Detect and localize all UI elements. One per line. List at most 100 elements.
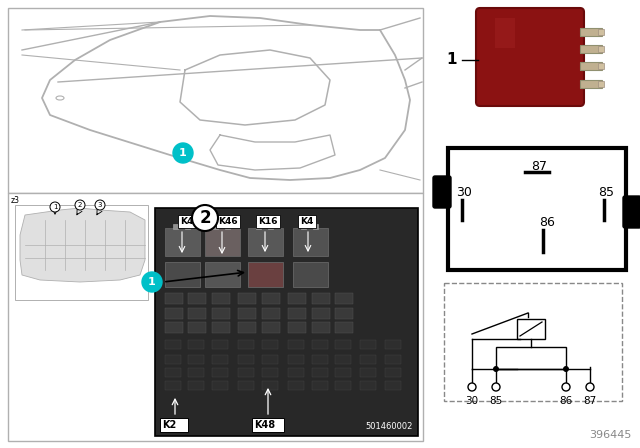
Bar — [262, 368, 278, 377]
Bar — [256, 215, 280, 228]
Bar — [248, 228, 283, 256]
Bar — [188, 355, 204, 364]
Polygon shape — [20, 208, 145, 282]
Bar — [248, 262, 283, 287]
FancyBboxPatch shape — [476, 8, 584, 106]
Bar — [185, 224, 190, 229]
Bar — [335, 368, 351, 377]
Bar — [165, 355, 181, 364]
Bar — [580, 45, 602, 53]
Bar — [252, 418, 284, 432]
Bar — [385, 381, 401, 390]
Text: 30: 30 — [465, 396, 479, 406]
Bar — [216, 215, 240, 228]
Bar — [212, 368, 228, 377]
Bar — [212, 322, 230, 333]
Bar — [444, 283, 622, 401]
Bar — [212, 308, 230, 319]
Text: 1: 1 — [179, 148, 187, 158]
Bar — [173, 224, 178, 229]
Bar — [178, 215, 202, 228]
Circle shape — [493, 366, 499, 372]
Bar — [268, 224, 273, 229]
Bar — [288, 368, 304, 377]
Bar — [205, 262, 240, 287]
Bar — [312, 381, 328, 390]
Text: 1: 1 — [148, 277, 156, 287]
Bar — [225, 224, 230, 229]
Bar — [495, 18, 515, 48]
Bar — [335, 355, 351, 364]
Text: K47: K47 — [180, 217, 200, 227]
Text: 30: 30 — [456, 186, 472, 199]
Circle shape — [492, 383, 500, 391]
Bar — [238, 340, 254, 349]
Bar — [312, 308, 330, 319]
Bar — [238, 381, 254, 390]
Bar — [188, 368, 204, 377]
Circle shape — [95, 200, 105, 210]
Circle shape — [192, 205, 218, 231]
Bar — [312, 293, 330, 304]
Text: 86: 86 — [559, 396, 573, 406]
Bar — [238, 355, 254, 364]
Circle shape — [562, 383, 570, 391]
Bar — [165, 381, 181, 390]
Text: 1: 1 — [447, 52, 457, 68]
Bar — [385, 355, 401, 364]
Bar — [313, 224, 318, 229]
Bar — [360, 340, 376, 349]
Text: 87: 87 — [584, 396, 596, 406]
Text: K46: K46 — [218, 217, 238, 227]
Bar — [496, 347, 566, 369]
Bar — [288, 308, 306, 319]
Circle shape — [586, 383, 594, 391]
Bar — [385, 340, 401, 349]
Bar — [360, 381, 376, 390]
Bar — [448, 148, 626, 270]
Circle shape — [75, 200, 85, 210]
Circle shape — [142, 272, 162, 292]
Text: K2: K2 — [162, 420, 176, 430]
Bar — [165, 228, 200, 256]
Bar — [165, 262, 200, 287]
Bar — [165, 322, 183, 333]
Bar — [188, 340, 204, 349]
Bar — [188, 308, 206, 319]
Bar — [262, 340, 278, 349]
Bar — [160, 418, 188, 432]
Bar — [238, 322, 256, 333]
Bar — [385, 368, 401, 377]
Bar — [288, 322, 306, 333]
Bar — [335, 381, 351, 390]
Bar — [238, 368, 254, 377]
Text: 87: 87 — [531, 160, 547, 173]
Bar — [238, 293, 256, 304]
Bar — [335, 340, 351, 349]
Bar — [155, 208, 418, 436]
Bar — [213, 224, 218, 229]
Bar — [312, 368, 328, 377]
FancyBboxPatch shape — [433, 176, 451, 208]
Text: 501460002: 501460002 — [365, 422, 413, 431]
Bar — [288, 340, 304, 349]
Bar — [580, 80, 602, 88]
Bar — [262, 355, 278, 364]
Bar — [212, 355, 228, 364]
Bar — [188, 293, 206, 304]
Text: 85: 85 — [490, 396, 502, 406]
Bar — [262, 293, 280, 304]
Bar — [298, 215, 316, 228]
Bar — [8, 8, 423, 193]
Bar — [212, 381, 228, 390]
Bar — [517, 319, 545, 339]
Bar — [212, 293, 230, 304]
Bar — [262, 381, 278, 390]
Bar — [165, 368, 181, 377]
Bar — [335, 308, 353, 319]
Circle shape — [173, 143, 193, 163]
Bar — [165, 340, 181, 349]
Bar — [580, 62, 602, 70]
Circle shape — [468, 383, 476, 391]
Bar — [580, 28, 602, 36]
